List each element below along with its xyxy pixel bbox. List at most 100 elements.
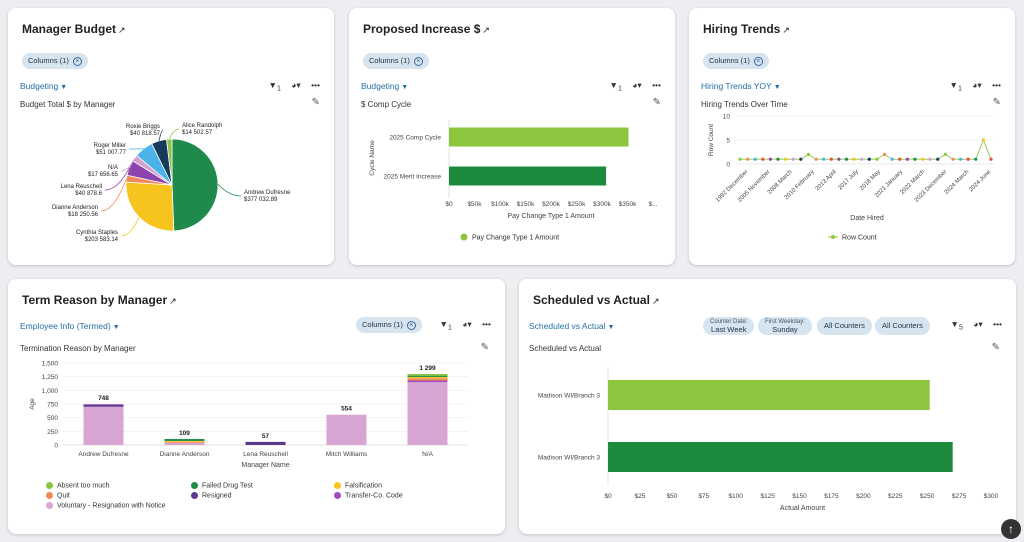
more-icon[interactable]: ••• — [993, 319, 1002, 329]
budgeting-dropdown[interactable]: Budgeting ▼ — [361, 81, 409, 91]
pencil-icon[interactable]: ✎ — [311, 97, 320, 108]
arrow-up-right-icon[interactable]: ↗ — [118, 25, 126, 35]
x-tick-label: $250k — [568, 201, 586, 208]
close-icon[interactable]: × — [406, 320, 416, 330]
proposed-increase-card: Proposed Increase $ ↗ Columns (1) × Budget… — [349, 8, 675, 265]
stack-segment — [407, 376, 448, 379]
budgeting-dropdown[interactable]: Budgeting ▼ — [20, 81, 68, 91]
filter-icon[interactable]: ▼1 — [949, 80, 962, 93]
more-icon[interactable]: ••• — [652, 80, 661, 90]
stack-segment — [83, 404, 124, 407]
stack-segment — [326, 414, 367, 445]
pie-leader-line — [217, 183, 242, 197]
y-tick-label: 0 — [54, 443, 58, 450]
pie-chart-icon[interactable]: ◕▾ — [462, 319, 472, 329]
y-tick-label: 750 — [47, 402, 58, 409]
pie-label-name: Cynthia Staples — [76, 230, 118, 236]
more-icon[interactable]: ••• — [311, 80, 320, 90]
category-label: N/A — [422, 451, 434, 458]
category-label: Dianne Anderson — [160, 451, 210, 458]
filter-icon[interactable]: ▼1 — [268, 80, 281, 93]
data-point — [738, 157, 742, 161]
hiring-trends-card: Hiring Trends ↗ Columns (1) × Hiring Trend… — [689, 8, 1015, 265]
legend-label: Pay Change Type 1 Amount — [472, 235, 559, 242]
close-icon[interactable]: × — [72, 56, 82, 66]
filter-icon[interactable]: ▼1 — [609, 80, 622, 93]
x-tick-label: $100 — [728, 493, 743, 500]
chart-subtitle: Termination Reason by Manager — [20, 344, 136, 353]
legend-item[interactable]: Resigned — [191, 492, 232, 499]
stack-segment — [407, 380, 448, 383]
data-point — [768, 157, 773, 161]
all-counters-pill[interactable]: All Counters — [875, 317, 930, 335]
x-axis-label: Actual Amount — [780, 505, 825, 512]
more-icon[interactable]: ••• — [482, 319, 491, 329]
hiring-trends-dropdown[interactable]: Hiring Trends YOY ▼ — [701, 81, 781, 91]
data-point — [806, 152, 811, 156]
more-icon[interactable]: ••• — [992, 80, 1001, 90]
close-icon[interactable]: × — [753, 56, 763, 66]
x-tick-label: 2013 April — [815, 169, 838, 192]
data-point — [799, 157, 803, 161]
proposed-increase-title[interactable]: Proposed Increase $ ↗ — [363, 22, 490, 36]
pencil-icon[interactable]: ✎ — [991, 342, 1000, 353]
legend-item[interactable]: Falsification — [334, 482, 382, 489]
columns-pill[interactable]: Columns (1) × — [363, 53, 429, 69]
legend-item[interactable]: Quit — [46, 492, 70, 499]
manager-budget-title[interactable]: Manager Budget ↗ — [22, 22, 126, 36]
scheduled-actual-title[interactable]: Scheduled vs Actual ↗ — [533, 293, 660, 307]
arrow-up-icon[interactable]: ↑ — [1001, 519, 1021, 539]
pencil-icon[interactable]: ✎ — [652, 97, 661, 108]
pencil-icon[interactable]: ✎ — [480, 342, 489, 353]
bar — [608, 442, 953, 472]
chevron-down-icon: ▼ — [60, 84, 68, 91]
scheduled-actual-chart: Madison WI/Branch 3 Madison WI/Branch 3 $0… — [538, 367, 999, 512]
columns-pill[interactable]: Columns (1) × — [22, 53, 88, 69]
pie-chart-icon[interactable]: ◕▾ — [972, 80, 982, 90]
filter-icon[interactable]: ▼5 — [950, 319, 963, 332]
data-point — [913, 157, 917, 161]
legend-item[interactable]: Transfer-Co. Code — [334, 492, 403, 499]
scheduled-actual-dropdown[interactable]: Scheduled vs Actual ▼ — [529, 321, 615, 331]
legend-dot — [334, 482, 341, 489]
data-point — [882, 152, 887, 156]
legend-item[interactable]: Absent too much — [46, 482, 110, 489]
pie-label-value: $14 502.57 — [182, 130, 213, 136]
arrow-up-right-icon[interactable]: ↗ — [651, 296, 660, 306]
filter-icon[interactable]: ▼1 — [439, 319, 452, 332]
columns-pill[interactable]: Columns (1) × — [356, 317, 422, 333]
hiring-trends-title[interactable]: Hiring Trends ↗ — [703, 22, 790, 36]
stack-segment — [407, 373, 448, 376]
y-tick-label: 250 — [47, 429, 58, 436]
employee-info-dropdown[interactable]: Employee Info (Termed) ▼ — [20, 321, 120, 331]
pie-label-value: $18 250.56 — [68, 212, 99, 218]
pencil-icon[interactable]: ✎ — [992, 97, 1001, 108]
pie-chart-icon[interactable]: ◕▾ — [973, 319, 983, 329]
stack-segment — [164, 442, 205, 445]
pie-leader-line — [158, 129, 164, 141]
arrow-up-right-icon[interactable]: ↗ — [482, 25, 490, 35]
y-axis-label: Cycle Name — [369, 140, 376, 176]
first-weekday-pill[interactable]: First Weekday: Sunday — [758, 317, 812, 335]
y-tick-label: 0 — [726, 162, 730, 169]
term-reason-title[interactable]: Term Reason by Manager ↗ — [22, 293, 177, 307]
stack-segment — [407, 378, 448, 381]
x-tick-label: $... — [648, 201, 657, 208]
legend-item[interactable]: Failed Drug Test — [191, 482, 253, 489]
pie-label-value: $40 878.6 — [75, 191, 102, 197]
pie-chart-icon[interactable]: ◕▾ — [291, 80, 301, 90]
arrow-up-right-icon[interactable]: ↗ — [782, 25, 790, 35]
all-counters-pill[interactable]: All Counters — [817, 317, 872, 335]
close-icon[interactable]: × — [413, 56, 423, 66]
legend-label: Row Count — [842, 235, 877, 242]
data-point — [829, 157, 833, 161]
category-label: Madison WI/Branch 3 — [538, 393, 601, 400]
pie-chart-icon[interactable]: ◕▾ — [632, 80, 642, 90]
counter-date-pill[interactable]: Counter Date: Last Week — [703, 317, 755, 335]
scheduled-actual-card: Scheduled vs Actual ↗ Scheduled vs Actual… — [519, 279, 1016, 534]
legend-item[interactable]: Voluntary - Resignation with Notice — [46, 502, 166, 509]
data-point — [981, 138, 985, 142]
arrow-up-right-icon[interactable]: ↗ — [169, 296, 177, 306]
data-point — [814, 157, 818, 161]
columns-pill[interactable]: Columns (1) × — [703, 53, 769, 69]
